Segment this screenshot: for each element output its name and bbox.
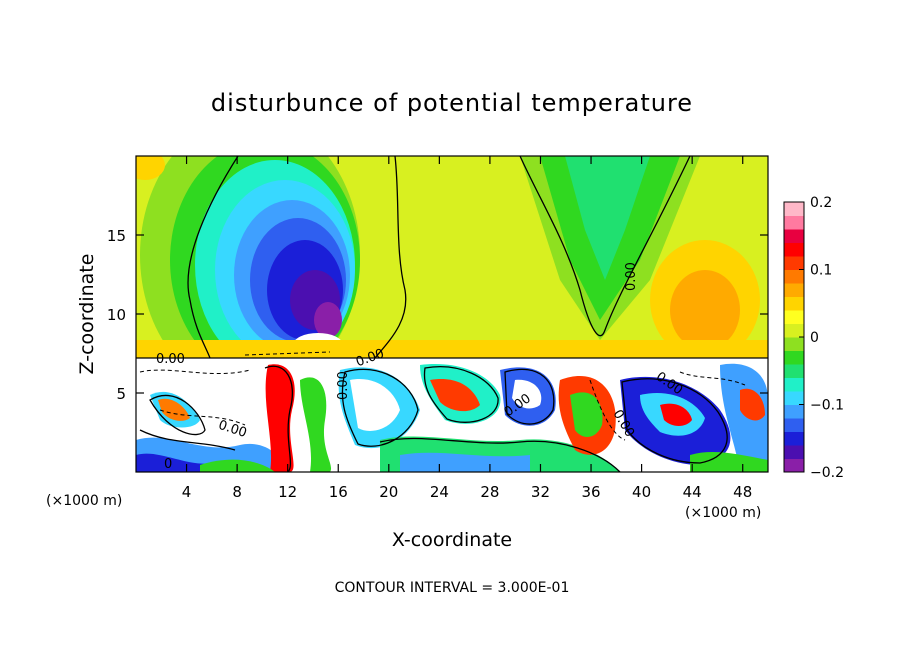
x-tick-label: 28 (480, 483, 499, 501)
colorbar-tick-label: 0 (810, 330, 819, 346)
x-tick-label: 48 (733, 483, 752, 501)
colorbar-swatch (784, 323, 804, 338)
x-tick-label: 12 (278, 483, 297, 501)
y-axis-title: Z-coordinate (76, 254, 98, 375)
colorbar-swatch (784, 350, 804, 365)
colorbar-swatch (784, 458, 804, 473)
contour-lines (136, 156, 768, 472)
x-tick-label: 40 (632, 483, 651, 501)
colorbar-swatch (784, 283, 804, 297)
colorbar-swatch (784, 296, 804, 311)
y-tick-label: 10 (107, 306, 126, 324)
plot-area: 0.00 0.00 0.00 0.00 0.00 0.00 0.00 0.00 … (136, 156, 768, 472)
colorbar-swatch (784, 242, 804, 257)
contour-label: 0.00 (336, 371, 351, 400)
x-tick-label: 16 (329, 483, 348, 501)
y-tick-label: 5 (116, 385, 126, 403)
contour-label: 0.00 (156, 352, 185, 367)
colorbar-swatch (784, 202, 804, 216)
colorbar-swatch (784, 337, 804, 351)
x-unit-label: (×1000 m) (46, 493, 122, 509)
x-tick-label: 20 (379, 483, 398, 501)
colorbar-swatch (784, 256, 804, 270)
colorbar-tick-label: −0.2 (810, 465, 844, 481)
colorbar-swatch (784, 418, 804, 432)
x-tick-label: 24 (430, 483, 449, 501)
x-tick-label: 4 (182, 483, 192, 501)
lower-field (136, 358, 768, 472)
colorbar-swatch (784, 215, 804, 230)
contour-label: 0.00 (624, 262, 639, 291)
contour-interval-note: CONTOUR INTERVAL = 3.000E-01 (335, 580, 570, 596)
chart-title: disturbunce of potential temperature (211, 89, 693, 117)
x-axis: 4 8 12 16 20 24 28 32 36 40 44 48 (182, 156, 752, 501)
colorbar: 0.2 0.1 0 −0.1 −0.2 (783, 195, 844, 481)
x-axis-title: X-coordinate (392, 529, 512, 551)
x-tick-label: 8 (232, 483, 242, 501)
colorbar-swatch (784, 404, 804, 419)
colorbar-swatch (784, 445, 804, 459)
y-tick-label: 15 (107, 227, 126, 245)
colorbar-tick-label: −0.1 (810, 398, 844, 414)
colorbar-swatch (784, 269, 804, 284)
colorbar-swatch (784, 364, 804, 378)
upper-field (136, 156, 768, 395)
x-tick-label: 32 (531, 483, 550, 501)
x-tick-label: 36 (581, 483, 600, 501)
colorbar-swatch (784, 377, 804, 392)
colorbar-swatch (784, 391, 804, 405)
contour-lines-dashed (139, 351, 746, 441)
x-unit-label-right: (×1000 m) (685, 505, 761, 521)
colorbar-tick-label: 0.2 (810, 195, 832, 211)
y-axis: 5 10 15 (107, 227, 768, 403)
contour-label: 0 (164, 457, 172, 472)
colorbar-swatch (784, 431, 804, 446)
x-tick-label: 44 (683, 483, 702, 501)
colorbar-swatch (784, 310, 804, 324)
colorbar-tick-label: 0.1 (810, 263, 832, 279)
colorbar-swatch (784, 229, 804, 243)
